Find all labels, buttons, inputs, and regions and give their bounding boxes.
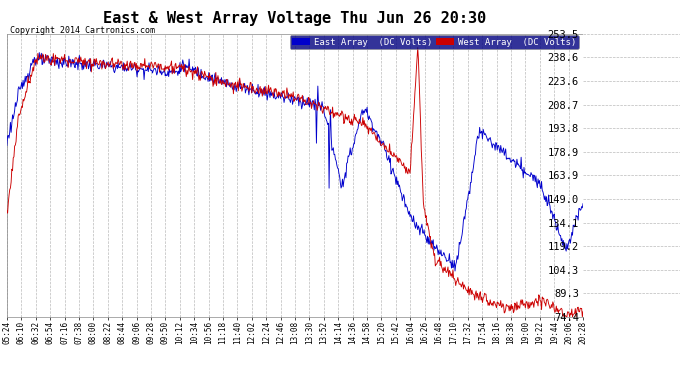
Text: East & West Array Voltage Thu Jun 26 20:30: East & West Array Voltage Thu Jun 26 20:… [104,11,486,26]
Text: Copyright 2014 Cartronics.com: Copyright 2014 Cartronics.com [10,26,155,35]
Legend: East Array  (DC Volts), West Array  (DC Volts): East Array (DC Volts), West Array (DC Vo… [290,35,578,49]
